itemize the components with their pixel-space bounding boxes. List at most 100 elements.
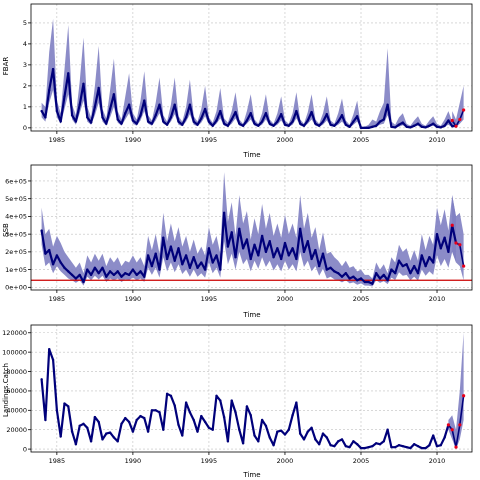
ssb-data-point xyxy=(283,241,287,245)
catch-data-point xyxy=(390,445,393,449)
panel-fbar: FBAR Time 1985 1990 1995 2000 2005 2010 0 1 2 3 4 5 xyxy=(2,3,473,159)
catch-data-point xyxy=(241,442,245,445)
catch-data-point xyxy=(124,416,127,420)
catch-data-point xyxy=(378,443,382,446)
ssb-data-point xyxy=(298,227,302,231)
fbar-data-point xyxy=(86,116,89,119)
ssb-data-point xyxy=(336,271,340,275)
catch-x-tick-label: 2010 xyxy=(429,457,446,465)
catch-data-point xyxy=(63,402,66,405)
fbar-data-point xyxy=(173,103,176,106)
catch-data-point xyxy=(59,435,62,438)
ssb-data-point xyxy=(249,257,252,261)
fbar-data-point xyxy=(260,120,264,123)
catch-y-tick-label: 100000 xyxy=(2,348,27,356)
ssb-data-point xyxy=(67,270,70,273)
ssb-data-point xyxy=(154,252,157,255)
fbar-data-point xyxy=(59,120,62,123)
fbar-data-point xyxy=(439,126,443,129)
ssb-x-tick-label: 1985 xyxy=(49,295,66,303)
fbar-data-point xyxy=(150,122,154,125)
ssb-data-point xyxy=(105,275,108,278)
catch-projection-point xyxy=(446,423,451,427)
ssb-projection-point xyxy=(450,223,454,227)
catch-data-point xyxy=(120,422,123,426)
ssb-data-point xyxy=(207,247,211,250)
ssb-projection-point xyxy=(454,241,458,245)
ssb-data-point xyxy=(116,270,119,273)
ssb-data-point xyxy=(143,275,146,278)
fbar-data-point xyxy=(386,103,389,106)
ssb-data-point xyxy=(40,229,43,232)
ssb-data-point xyxy=(260,234,264,238)
fbar-data-point xyxy=(397,123,401,126)
ssb-data-point xyxy=(355,279,359,282)
fbar-y-tick-label: 2 xyxy=(23,82,27,90)
fbar-data-point xyxy=(215,119,218,122)
ssb-data-point xyxy=(367,280,370,284)
fbar-data-point xyxy=(363,126,366,130)
ssb-data-point xyxy=(439,247,443,250)
fbar-data-point xyxy=(424,126,427,129)
catch-data-point xyxy=(211,428,214,431)
catch-data-point xyxy=(405,445,408,449)
fbar-data-point xyxy=(127,103,131,106)
catch-data-point xyxy=(135,418,138,422)
ssb-data-point xyxy=(78,273,81,277)
fbar-data-point xyxy=(97,86,100,90)
fbar-data-point xyxy=(188,103,192,106)
catch-data-point xyxy=(70,430,74,433)
fbar-data-point xyxy=(352,120,355,123)
catch-ylabel: Landings.Catch xyxy=(2,363,10,417)
fbar-data-point xyxy=(382,118,385,121)
catch-data-point xyxy=(314,438,317,441)
ssb-data-point xyxy=(146,254,150,257)
fbar-data-point xyxy=(390,125,393,129)
fbar-data-point xyxy=(268,122,271,125)
catch-data-point xyxy=(321,432,325,435)
fbar-data-point xyxy=(355,115,359,118)
ssb-x-tick-label: 2005 xyxy=(353,295,370,303)
catch-data-point xyxy=(97,420,100,424)
catch-data-point xyxy=(386,428,389,431)
fbar-data-point xyxy=(405,125,408,129)
ssb-data-point xyxy=(390,268,393,271)
ssb-data-point xyxy=(238,227,241,231)
ssb-plot-frame xyxy=(30,164,473,291)
fbar-data-point xyxy=(48,88,51,92)
catch-data-point xyxy=(215,394,218,397)
catch-data-point xyxy=(78,424,81,428)
catch-data-point xyxy=(348,445,351,449)
fbar-data-point xyxy=(447,119,450,122)
ssb-data-point xyxy=(200,261,203,264)
fbar-data-point xyxy=(359,126,363,130)
fbar-data-point xyxy=(336,120,340,123)
catch-data-point xyxy=(424,446,427,450)
ssb-data-point xyxy=(287,254,290,257)
fbar-data-point xyxy=(40,109,43,113)
catch-data-point xyxy=(272,444,275,447)
ssb-data-point xyxy=(112,273,116,277)
ssb-data-point xyxy=(348,277,351,280)
catch-data-point xyxy=(238,428,241,431)
fbar-data-point xyxy=(169,116,173,119)
fbar-data-point xyxy=(120,122,123,125)
catch-data-point xyxy=(302,438,306,441)
catch-data-point xyxy=(394,445,397,449)
catch-data-point xyxy=(416,444,420,448)
catch-projection-point xyxy=(454,445,458,449)
ssb-data-point xyxy=(203,268,207,271)
fbar-x-tick-label: 2010 xyxy=(429,136,446,144)
fbar-data-point xyxy=(211,124,214,127)
fbar-data-point xyxy=(78,103,81,106)
ssb-y-tick-label: 1e+05 xyxy=(5,266,27,274)
fbar-data-point xyxy=(143,99,146,102)
ssb-data-point xyxy=(257,254,260,257)
catch-data-point xyxy=(74,443,78,446)
catch-data-point xyxy=(340,438,344,441)
fbar-ylabel: FBAR xyxy=(2,57,10,76)
ssb-data-point xyxy=(443,236,446,239)
fbar-y-tick-label: 3 xyxy=(23,61,27,69)
ssb-data-point xyxy=(302,250,306,254)
